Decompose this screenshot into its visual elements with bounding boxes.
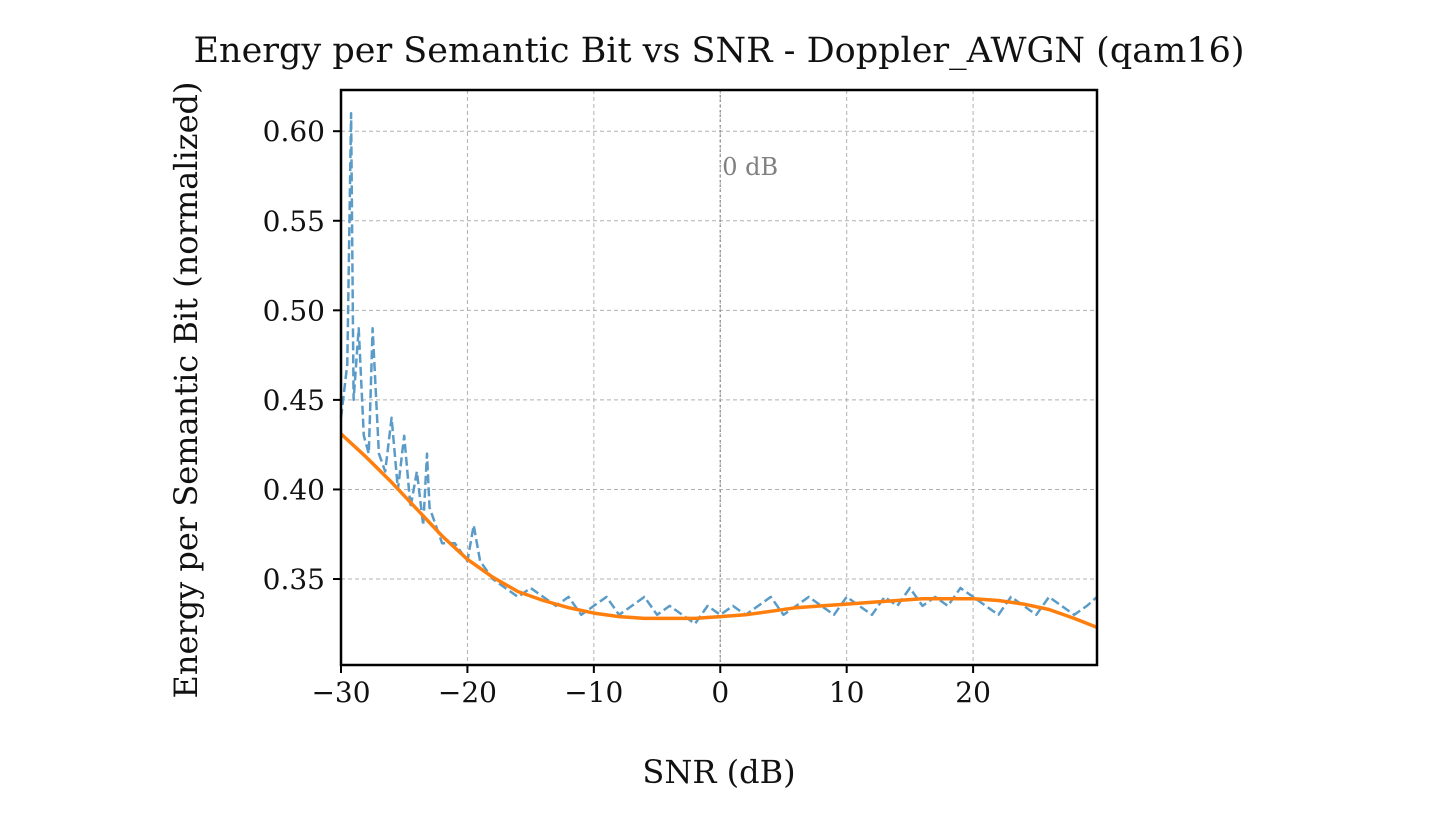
y-tick-label: 0.50 [263, 294, 325, 327]
y-tick-label: 0.35 [263, 563, 325, 596]
x-axis: −30 −20 −10 0 10 20 [311, 665, 991, 709]
annotation-0db: 0 dB [722, 153, 778, 181]
series-raw-line [339, 112, 1098, 626]
y-tick-label: 0.55 [263, 205, 325, 238]
y-tick-label: 0.45 [263, 384, 325, 417]
y-axis-label: Energy per Semantic Bit (normalized) [167, 82, 205, 699]
plot-frame [339, 88, 1099, 667]
y-axis: 0.35 0.40 0.45 0.50 0.55 0.60 [263, 115, 341, 596]
x-tick-label: 0 [711, 676, 729, 709]
x-tick-label: −10 [564, 676, 623, 709]
x-tick-label: 10 [829, 676, 865, 709]
series-smoothed-line [339, 432, 1098, 630]
y-tick-label: 0.40 [263, 473, 325, 506]
grid [340, 90, 1097, 665]
chart-title: Energy per Semantic Bit vs SNR - Doppler… [193, 31, 1244, 71]
x-axis-label: SNR (dB) [642, 753, 795, 791]
y-tick-label: 0.60 [263, 115, 325, 148]
x-tick-label: −20 [438, 676, 497, 709]
x-tick-label: −30 [311, 676, 370, 709]
x-tick-label: 20 [955, 676, 991, 709]
series-layer [339, 112, 1098, 630]
